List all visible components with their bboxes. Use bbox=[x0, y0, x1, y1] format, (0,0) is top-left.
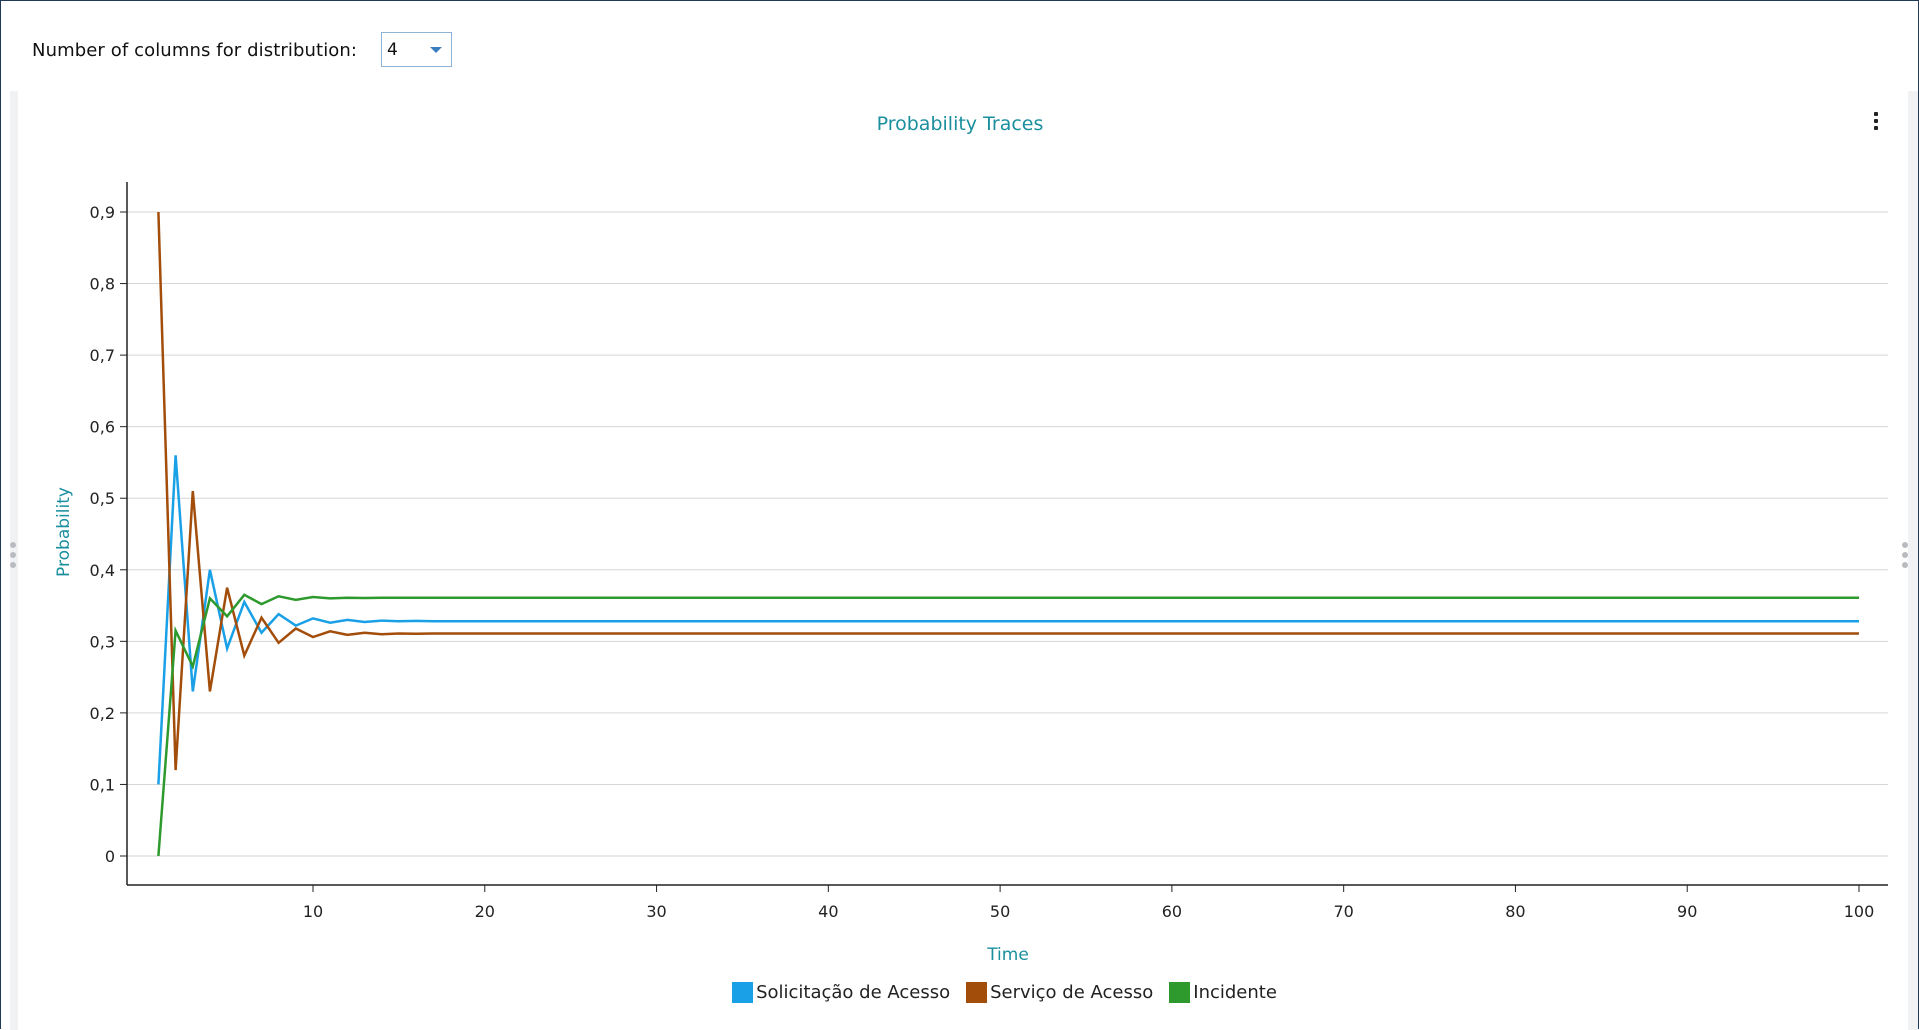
y-tick-label: 0,3 bbox=[90, 632, 115, 651]
series-line-3[interactable] bbox=[157, 593, 1859, 857]
x-tick-label: 40 bbox=[818, 902, 838, 921]
legend-item-2[interactable]: Serviço de Acesso bbox=[966, 982, 1153, 1003]
x-tick-label: 70 bbox=[1333, 902, 1353, 921]
y-tick-label: 0,5 bbox=[90, 489, 115, 508]
y-axis-title: Probability bbox=[54, 487, 74, 577]
y-tick-label: 0,9 bbox=[90, 203, 115, 222]
x-tick-label: 80 bbox=[1505, 902, 1525, 921]
x-axis-ticks: 10 20 30 40 50 60 70 80 90 100 bbox=[303, 885, 1874, 921]
chart-grid bbox=[127, 211, 1888, 857]
legend-label: Incidente bbox=[1193, 982, 1277, 1003]
y-tick-label: 0,8 bbox=[90, 275, 115, 294]
y-tick-label: 0,2 bbox=[90, 704, 115, 723]
x-tick-label: 60 bbox=[1162, 902, 1182, 921]
x-tick-label: 20 bbox=[475, 902, 495, 921]
y-tick-label: 0 bbox=[105, 847, 115, 866]
legend-item-3[interactable]: Incidente bbox=[1169, 982, 1277, 1003]
y-tick-label: 0,7 bbox=[90, 346, 115, 365]
y-tick-label: 0,6 bbox=[90, 418, 115, 437]
y-tick-label: 0,4 bbox=[90, 561, 115, 580]
series-line-1[interactable] bbox=[157, 455, 1859, 785]
chart-series bbox=[157, 211, 1859, 857]
x-tick-label: 30 bbox=[646, 902, 666, 921]
panel-edge-left bbox=[10, 91, 18, 1030]
chart-axes bbox=[126, 182, 1888, 886]
x-tick-label: 90 bbox=[1677, 902, 1697, 921]
left-resize-grip-icon[interactable] bbox=[10, 542, 16, 572]
legend-item-1[interactable]: Solicitação de Acesso bbox=[732, 982, 950, 1003]
columns-select-value: 4 bbox=[387, 39, 398, 60]
y-tick-label: 0,1 bbox=[90, 775, 115, 794]
x-axis-title: Time bbox=[986, 945, 1029, 965]
columns-label: Number of columns for distribution: bbox=[32, 39, 358, 61]
more-vertical-icon[interactable] bbox=[1868, 106, 1884, 136]
legend-swatch bbox=[732, 982, 754, 1003]
x-tick-label: 50 bbox=[990, 902, 1010, 921]
right-resize-grip-icon[interactable] bbox=[1902, 542, 1908, 572]
legend-label: Serviço de Acesso bbox=[990, 982, 1154, 1003]
y-axis-ticks: 0 0,1 0,2 0,3 0,4 0,5 0,6 0,7 0,8 0,9 bbox=[90, 203, 127, 866]
legend-swatch bbox=[1169, 982, 1191, 1003]
columns-select[interactable]: 4 bbox=[381, 32, 452, 67]
chart-legend: Solicitação de Acesso Serviço de Acesso In… bbox=[0, 982, 1919, 1003]
x-tick-label: 10 bbox=[303, 902, 323, 921]
chevron-down-icon bbox=[430, 47, 442, 53]
x-tick-label: 100 bbox=[1844, 902, 1875, 921]
legend-swatch bbox=[966, 982, 988, 1003]
distribution-toolbar: Number of columns for distribution: bbox=[32, 31, 357, 69]
chart-title: Probability Traces bbox=[877, 113, 1044, 135]
chart-panel bbox=[10, 91, 1918, 1030]
series-line-2[interactable] bbox=[157, 211, 1859, 771]
legend-label: Solicitação de Acesso bbox=[756, 982, 951, 1003]
panel-edge-right bbox=[1908, 91, 1918, 1030]
